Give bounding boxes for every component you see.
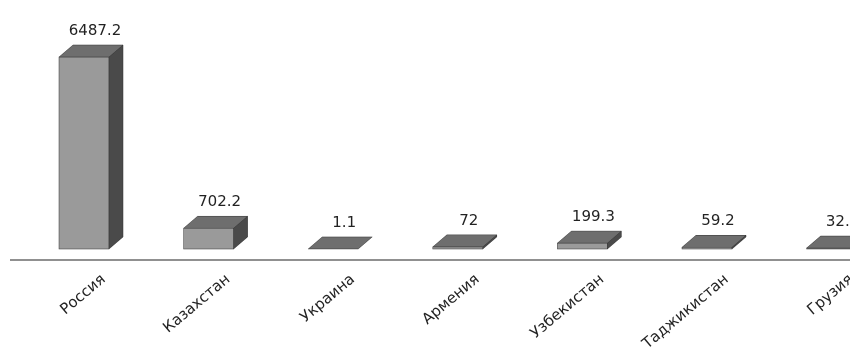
bar [805, 235, 850, 250]
data-label: 32.3 [826, 212, 850, 230]
category-label: Таджикистан [638, 270, 732, 353]
bar [432, 234, 498, 250]
bar-front [681, 246, 733, 250]
bar-front [557, 242, 608, 250]
bar [556, 230, 623, 250]
category-label: Армения [418, 270, 482, 328]
bar-side [108, 44, 124, 250]
data-label: 72 [459, 211, 478, 229]
category-label: Украина [296, 270, 358, 326]
bar [681, 234, 747, 250]
data-label: 199.3 [572, 207, 615, 225]
category-label: Казахстан [159, 270, 233, 336]
bar-top [182, 215, 249, 229]
category-label: Грузия [803, 270, 850, 319]
bar-top [805, 235, 850, 249]
bar-front [432, 246, 484, 250]
bar-top [58, 44, 124, 58]
bar-front [183, 227, 234, 250]
category-labels-group: Россия Казахстан Украина Армения Узбекистан Т… [56, 270, 850, 353]
category-label: Узбекистан [526, 270, 607, 342]
bar [307, 236, 373, 250]
bar [182, 215, 249, 250]
data-label: 702.2 [198, 192, 241, 210]
category-label: Россия [56, 270, 109, 318]
data-label: 1.1 [332, 213, 356, 231]
bar-front [58, 56, 110, 250]
value-labels-group: 6487.2 702.2 1.1 72 199.3 59.2 32.3 [69, 21, 850, 231]
data-label: 59.2 [701, 211, 734, 229]
bar-top [681, 234, 747, 248]
bar-top [556, 230, 623, 244]
data-label: 6487.2 [69, 21, 122, 39]
bar [58, 44, 124, 250]
bar-top [307, 236, 373, 250]
bars-group [58, 44, 850, 250]
bar-top [432, 234, 498, 248]
